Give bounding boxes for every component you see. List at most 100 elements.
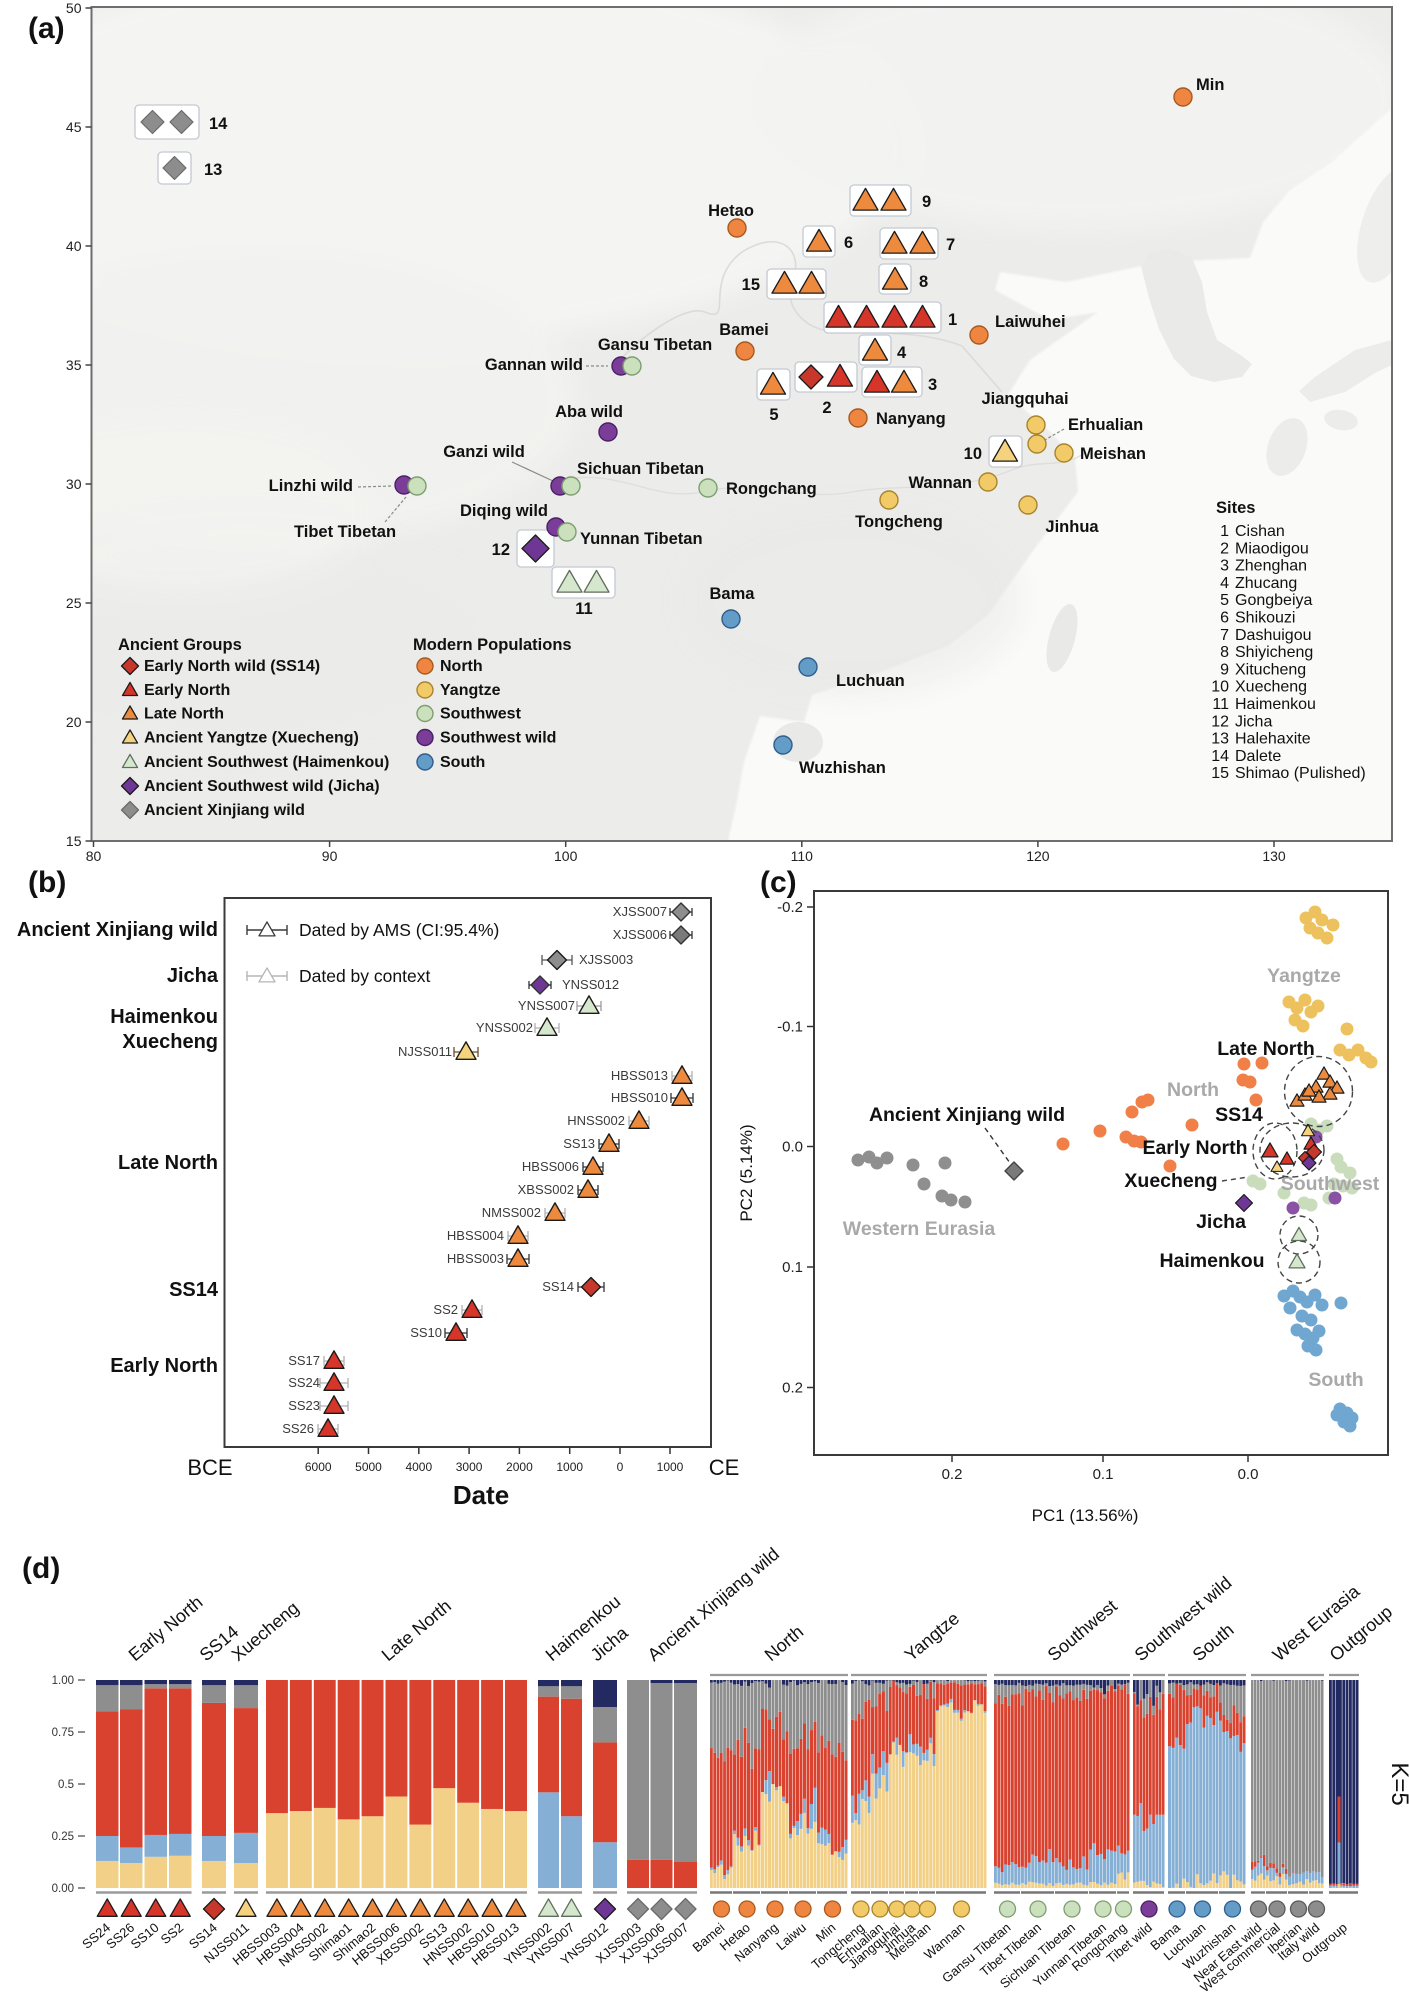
svg-text:XJSS006: XJSS006	[613, 927, 667, 942]
svg-text:Luchuan: Luchuan	[836, 672, 905, 690]
svg-text:8: 8	[1220, 644, 1229, 661]
svg-text:4: 4	[1220, 575, 1229, 592]
svg-text:Miaodigou: Miaodigou	[1235, 540, 1309, 557]
svg-text:Linzhi wild: Linzhi wild	[269, 477, 353, 495]
svg-text:Rongchang: Rongchang	[726, 480, 817, 498]
svg-text:1: 1	[1220, 523, 1229, 540]
svg-text:Early North: Early North	[144, 682, 230, 699]
svg-text:XJSS007: XJSS007	[613, 904, 667, 919]
svg-text:30: 30	[66, 476, 82, 492]
svg-text:9: 9	[922, 193, 931, 211]
svg-text:Xuecheng: Xuecheng	[122, 1031, 218, 1053]
svg-text:4: 4	[897, 344, 907, 362]
svg-text:BCE: BCE	[187, 1455, 232, 1480]
svg-text:4000: 4000	[405, 1460, 432, 1474]
svg-text:Ancient Southwest (Haimenkou): Ancient Southwest (Haimenkou)	[144, 754, 389, 771]
svg-text:NMSS002: NMSS002	[482, 1205, 541, 1220]
svg-text:130: 130	[1262, 848, 1286, 864]
svg-text:3000: 3000	[456, 1460, 483, 1474]
svg-text:SS13: SS13	[563, 1136, 595, 1151]
svg-text:0.0: 0.0	[1238, 1466, 1259, 1483]
svg-text:Cishan: Cishan	[1235, 523, 1285, 540]
svg-text:10: 10	[964, 445, 982, 463]
svg-text:40: 40	[66, 238, 82, 254]
svg-text:Yangtze: Yangtze	[440, 682, 501, 699]
svg-text:K=5: K=5	[1386, 1762, 1409, 1805]
svg-text:13: 13	[204, 161, 222, 179]
svg-text:YNSS002: YNSS002	[476, 1020, 533, 1035]
svg-text:Late North: Late North	[144, 706, 224, 723]
svg-text:Laiwuhei: Laiwuhei	[995, 313, 1066, 331]
svg-text:0: 0	[617, 1460, 624, 1474]
svg-text:(d): (d)	[22, 1552, 60, 1585]
svg-text:SS10: SS10	[410, 1325, 442, 1340]
svg-text:Southwest wild: Southwest wild	[440, 730, 556, 747]
svg-text:YNSS012: YNSS012	[562, 977, 619, 992]
svg-text:Wannan: Wannan	[908, 474, 972, 492]
svg-text:Gongbeiya: Gongbeiya	[1235, 592, 1312, 609]
svg-text:20: 20	[66, 714, 82, 730]
svg-text:NJSS011: NJSS011	[398, 1044, 452, 1059]
svg-text:1000: 1000	[556, 1460, 583, 1474]
svg-text:14: 14	[209, 115, 228, 133]
svg-text:XJSS003: XJSS003	[579, 952, 633, 967]
svg-text:35: 35	[66, 357, 82, 373]
svg-text:Wuzhishan: Wuzhishan	[799, 759, 886, 777]
svg-text:(a): (a)	[28, 12, 65, 45]
svg-text:Bamei: Bamei	[719, 321, 769, 339]
svg-text:80: 80	[86, 848, 102, 864]
svg-text:11: 11	[1212, 696, 1229, 713]
svg-text:-0.2: -0.2	[777, 899, 803, 916]
svg-text:Tibet Tibetan: Tibet Tibetan	[294, 523, 396, 541]
svg-text:5000: 5000	[355, 1460, 382, 1474]
svg-text:Ancient Southwest wild (Jicha): Ancient Southwest wild (Jicha)	[144, 778, 380, 795]
svg-text:SS24: SS24	[288, 1375, 320, 1390]
svg-text:0.00: 0.00	[52, 1883, 74, 1895]
svg-text:-0.1: -0.1	[777, 1019, 803, 1036]
svg-text:Ancient Yangtze (Xuecheng): Ancient Yangtze (Xuecheng)	[144, 730, 359, 747]
svg-text:50: 50	[66, 0, 82, 16]
svg-text:10: 10	[1211, 679, 1229, 696]
svg-text:HBSS003: HBSS003	[447, 1251, 504, 1266]
svg-text:0.75: 0.75	[52, 1727, 74, 1739]
svg-text:1: 1	[948, 311, 957, 329]
svg-text:South: South	[440, 754, 485, 771]
svg-text:Late North: Late North	[118, 1152, 218, 1174]
svg-text:Date: Date	[453, 1480, 509, 1510]
svg-text:Haimenkou: Haimenkou	[1159, 1250, 1264, 1272]
svg-text:45: 45	[66, 119, 82, 135]
svg-text:Nanyang: Nanyang	[876, 410, 946, 428]
svg-text:11: 11	[575, 600, 592, 618]
svg-text:Hetao: Hetao	[708, 202, 754, 220]
svg-text:6000: 6000	[305, 1460, 332, 1474]
svg-text:Ancient Xinjiang wild: Ancient Xinjiang wild	[17, 919, 218, 941]
svg-text:Ancient Xinjiang wild: Ancient Xinjiang wild	[869, 1104, 1065, 1126]
svg-text:(b): (b)	[28, 866, 66, 899]
svg-text:5: 5	[769, 406, 778, 424]
svg-text:HBSS006: HBSS006	[522, 1159, 579, 1174]
svg-text:0.2: 0.2	[942, 1466, 963, 1483]
svg-text:HBSS013: HBSS013	[611, 1068, 668, 1083]
svg-text:Dated by context: Dated by context	[299, 966, 430, 986]
svg-text:15: 15	[742, 276, 760, 294]
svg-text:SS14: SS14	[169, 1279, 219, 1301]
svg-text:SS14: SS14	[1215, 1104, 1263, 1126]
svg-text:100: 100	[554, 848, 578, 864]
svg-text:South: South	[1308, 1369, 1363, 1391]
svg-text:5: 5	[1220, 592, 1229, 609]
svg-text:XBSS002: XBSS002	[518, 1182, 574, 1197]
svg-text:Dated by AMS (CI:95.4%): Dated by AMS (CI:95.4%)	[299, 920, 499, 940]
svg-text:SS14: SS14	[542, 1279, 574, 1294]
svg-text:90: 90	[322, 848, 338, 864]
svg-text:CE: CE	[709, 1455, 740, 1480]
svg-text:YNSS007: YNSS007	[518, 998, 575, 1013]
svg-text:Southwest: Southwest	[440, 706, 522, 723]
svg-text:Sites: Sites	[1216, 499, 1255, 517]
svg-text:Early North: Early North	[110, 1355, 218, 1377]
svg-text:HBSS010: HBSS010	[611, 1090, 668, 1105]
svg-text:(c): (c)	[760, 866, 797, 899]
svg-text:Aba wild: Aba wild	[555, 403, 623, 421]
svg-text:SS26: SS26	[282, 1421, 314, 1436]
svg-text:110: 110	[791, 848, 814, 864]
svg-text:3: 3	[1220, 558, 1229, 575]
